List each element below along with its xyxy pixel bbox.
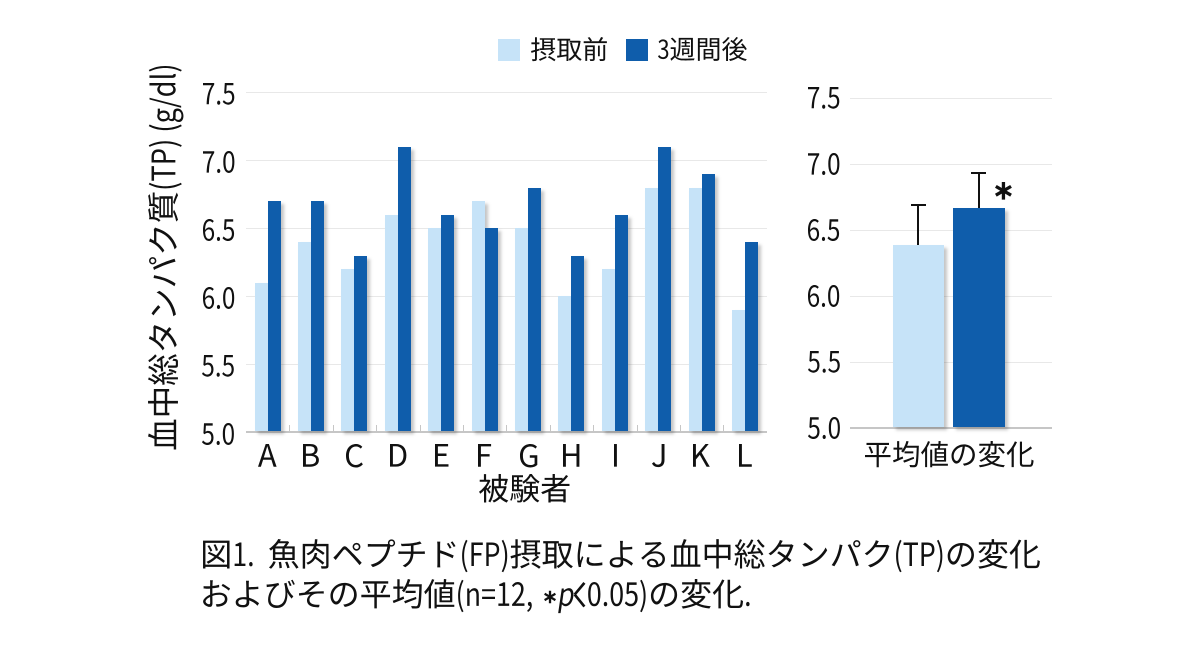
bar-before-E <box>428 228 442 432</box>
bar-before-F <box>471 201 485 432</box>
left-axis-tick-5 <box>463 425 464 432</box>
bar-before-I <box>601 269 615 432</box>
right-gridline-5.5 <box>849 361 1052 363</box>
bar-after-B <box>310 201 324 432</box>
left-gridline-6.5 <box>246 227 767 230</box>
right-x-axis-line <box>849 427 1052 430</box>
bar-after-H <box>571 255 585 432</box>
left-gridline-7.5 <box>246 91 767 94</box>
legend-swatch-after <box>626 39 648 61</box>
left-axis-tick-4 <box>419 425 421 432</box>
bar-before-C <box>341 269 355 432</box>
error-cap-before <box>910 203 926 206</box>
bar-before-J <box>645 187 659 432</box>
right-gridline-6.0 <box>849 295 1052 297</box>
bar-after-C <box>354 255 368 432</box>
left-axis-tick-11 <box>723 425 725 432</box>
left-gridline-5.5 <box>246 363 767 366</box>
bar-after-I <box>614 214 628 432</box>
left-axis-tick-9 <box>636 425 638 432</box>
bar-after-L <box>744 242 758 432</box>
legend-swatch-before <box>497 39 520 61</box>
mean-bar-after <box>953 207 1005 428</box>
bar-before-L <box>731 310 745 432</box>
bar-before-H <box>558 296 572 432</box>
bar-after-G <box>527 187 541 432</box>
error-whisker-after <box>977 172 980 208</box>
right-gridline-6.5 <box>849 229 1052 231</box>
left-x-axis-line <box>246 431 767 434</box>
bar-after-E <box>441 214 455 432</box>
bar-before-G <box>514 228 528 432</box>
left-axis-tick-2 <box>332 425 334 432</box>
right-gridline-7.0 <box>849 163 1052 165</box>
right-gridline-7.5 <box>849 97 1052 99</box>
mean-bar-before <box>892 244 944 428</box>
left-axis-tick-3 <box>376 425 378 432</box>
bar-before-K <box>688 187 702 432</box>
left-axis-tick-6 <box>506 425 508 432</box>
bar-before-D <box>384 214 398 432</box>
left-axis-tick-8 <box>593 425 595 432</box>
left-axis-tick-7 <box>549 425 551 432</box>
left-axis-tick-1 <box>289 425 291 432</box>
bar-before-B <box>297 242 311 432</box>
error-whisker-before <box>917 203 920 245</box>
bar-after-K <box>701 174 715 432</box>
bar-before-A <box>254 282 268 432</box>
bar-after-J <box>658 146 672 432</box>
left-gridline-7.0 <box>246 159 767 162</box>
left-axis-tick-10 <box>680 425 681 432</box>
bar-after-A <box>267 201 281 432</box>
bar-after-F <box>484 228 498 432</box>
left-gridline-6.0 <box>246 295 767 298</box>
error-cap-after <box>971 172 987 175</box>
bar-after-D <box>397 146 411 432</box>
